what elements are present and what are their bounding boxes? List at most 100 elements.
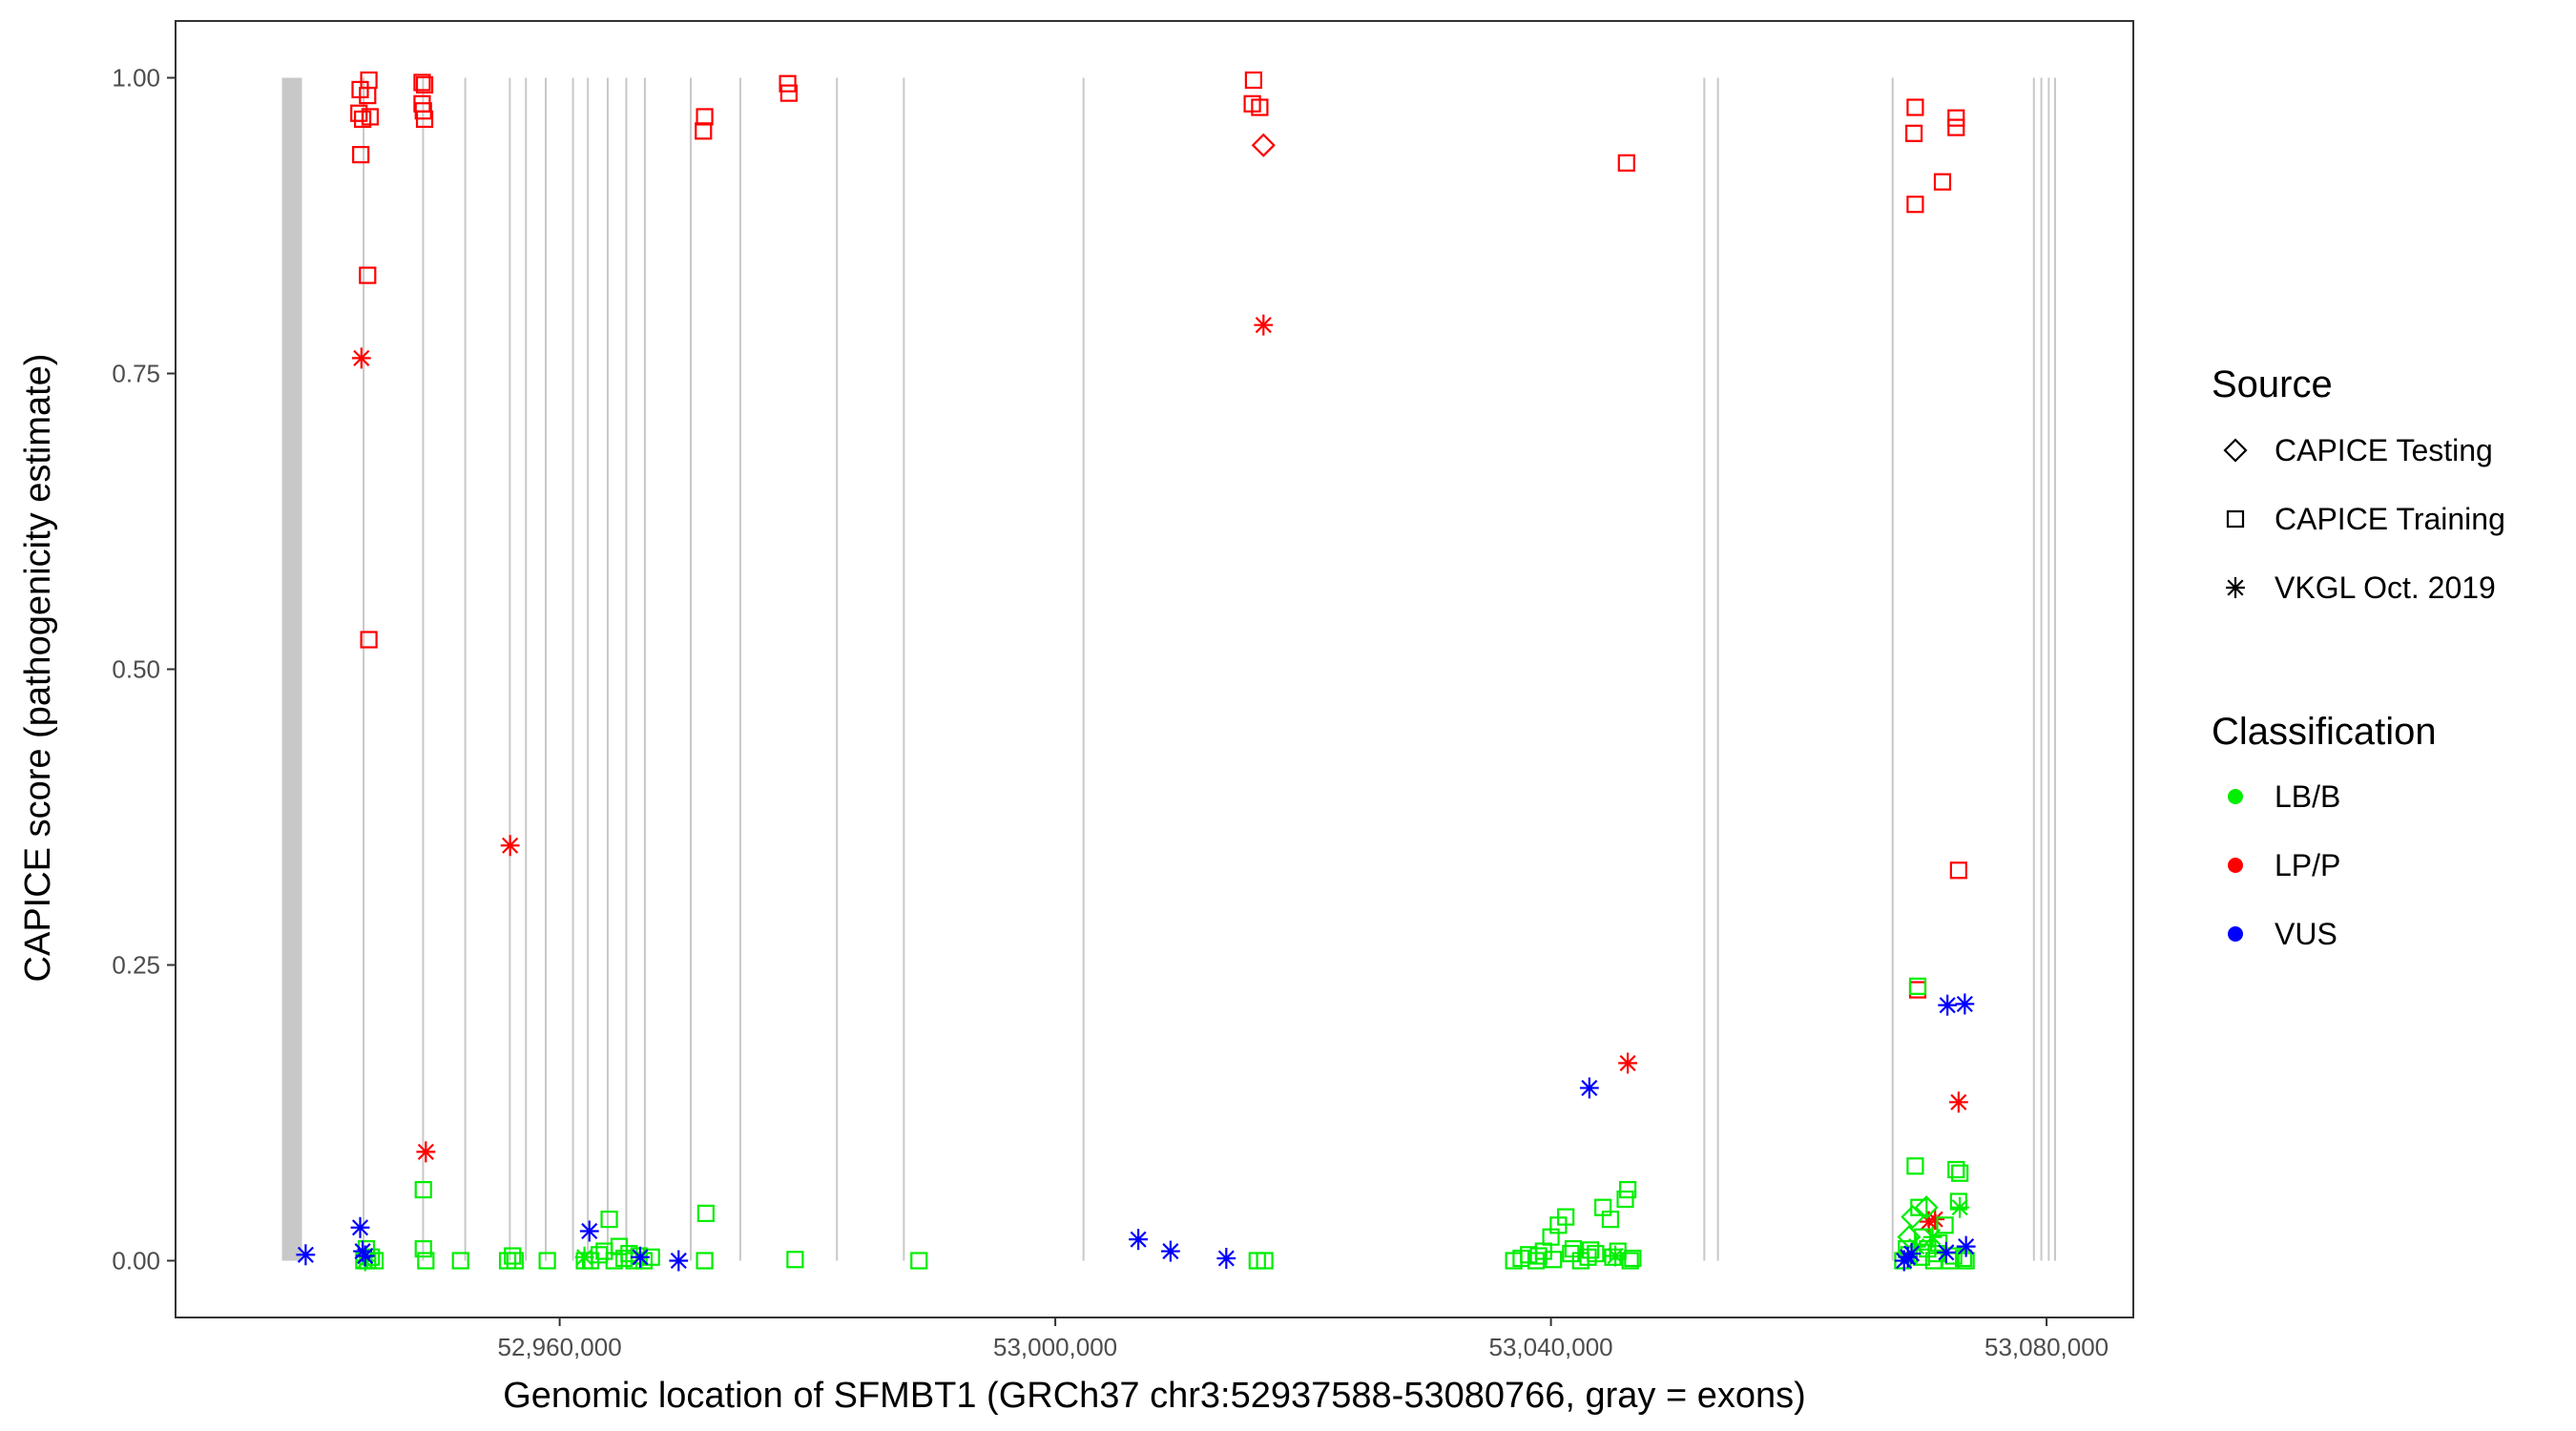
point-lp-p-capice-training bbox=[359, 87, 377, 105]
point-lp-p-capice-training bbox=[1949, 861, 1967, 880]
point-lb-b-capice-training bbox=[1621, 1252, 1639, 1270]
point-vus-vkgl-oct-2019 bbox=[1216, 1248, 1236, 1270]
exon-band bbox=[903, 77, 905, 1261]
point-lb-b-capice-training bbox=[1616, 1190, 1634, 1209]
y-tick-label: 0.00 bbox=[112, 1246, 160, 1275]
point-lp-p-capice-training bbox=[1906, 98, 1924, 116]
point-lb-b-capice-training bbox=[1557, 1208, 1575, 1226]
point-lp-p-capice-training bbox=[352, 146, 370, 164]
point-lp-p-capice-training bbox=[350, 104, 368, 122]
point-lp-p-vkgl-oct-2019 bbox=[500, 835, 520, 857]
point-lp-p-capice-training bbox=[1617, 154, 1635, 172]
exon-band bbox=[422, 77, 425, 1261]
y-tick-label: 0.75 bbox=[112, 360, 160, 388]
exon-band bbox=[2053, 77, 2057, 1261]
exon-band bbox=[587, 77, 590, 1261]
point-lp-p-capice-training bbox=[779, 84, 798, 102]
legend: Source Classification CAPICE Testing CAPI… bbox=[2212, 363, 2505, 951]
point-lb-b-capice-training bbox=[630, 1247, 648, 1265]
point-lb-b-capice-training bbox=[1587, 1244, 1605, 1263]
exon-band bbox=[1703, 77, 1706, 1261]
point-lb-b-vkgl-oct-2019 bbox=[1922, 1226, 1942, 1248]
point-lb-b-capice-training bbox=[1936, 1216, 1954, 1234]
exon-band bbox=[464, 77, 467, 1261]
exon-band bbox=[571, 77, 574, 1261]
point-lb-b-capice-training bbox=[696, 1204, 715, 1222]
point-lb-b-capice-testing bbox=[1901, 1205, 1925, 1230]
exon-band bbox=[738, 77, 741, 1261]
exon-band bbox=[625, 77, 628, 1261]
point-vus-vkgl-oct-2019 bbox=[1160, 1240, 1180, 1262]
point-lp-p-capice-training bbox=[359, 266, 377, 284]
point-lp-p-capice-training bbox=[415, 110, 434, 129]
point-vus-vkgl-oct-2019 bbox=[669, 1250, 689, 1272]
legend-source-label: CAPICE Training bbox=[2275, 502, 2505, 536]
exon-band bbox=[643, 77, 646, 1261]
point-lb-b-capice-training bbox=[1545, 1251, 1563, 1269]
exon-band bbox=[281, 77, 302, 1261]
point-lp-p-capice-training bbox=[1251, 98, 1269, 116]
y-tick-label: 1.00 bbox=[112, 64, 160, 93]
point-lb-b-capice-training bbox=[1954, 1249, 1973, 1268]
legend-key-dot-icon bbox=[2228, 858, 2243, 873]
point-lb-b-capice-training bbox=[538, 1252, 556, 1270]
point-lp-p-vkgl-oct-2019 bbox=[1618, 1052, 1638, 1074]
point-vus-vkgl-oct-2019 bbox=[355, 1245, 375, 1267]
point-vus-vkgl-oct-2019 bbox=[296, 1244, 316, 1266]
point-lp-p-capice-training bbox=[1933, 173, 1952, 191]
point-lp-p-capice-training bbox=[1947, 109, 1965, 127]
legend-key-dot-icon bbox=[2228, 789, 2243, 804]
x-tick-label: 53,040,000 bbox=[1489, 1333, 1613, 1361]
point-lp-p-vkgl-oct-2019 bbox=[351, 347, 371, 369]
point-lp-p-capice-training bbox=[360, 631, 378, 649]
legend-key-square-icon bbox=[2226, 509, 2245, 529]
point-lp-p-vkgl-oct-2019 bbox=[1254, 314, 1274, 336]
point-lb-b-capice-training bbox=[1256, 1252, 1274, 1270]
y-tick-label: 0.25 bbox=[112, 950, 160, 979]
legend-classification-label: VUS bbox=[2275, 917, 2337, 951]
point-vus-vkgl-oct-2019 bbox=[1936, 1241, 1956, 1263]
point-lb-b-capice-training bbox=[786, 1251, 804, 1269]
point-lp-p-capice-training bbox=[696, 108, 714, 126]
point-lb-b-capice-training bbox=[1604, 1248, 1622, 1266]
point-vus-vkgl-oct-2019 bbox=[631, 1246, 650, 1268]
point-lb-b-capice-training bbox=[910, 1252, 928, 1270]
point-lb-b-capice-training bbox=[1951, 1164, 1969, 1182]
legend-source-title: Source bbox=[2212, 363, 2333, 405]
point-lp-p-capice-training bbox=[1906, 196, 1924, 214]
point-lp-p-capice-training bbox=[695, 122, 713, 140]
exon-band bbox=[1716, 77, 1719, 1261]
exon-band bbox=[2040, 77, 2043, 1261]
point-lp-p-capice-training bbox=[779, 74, 797, 93]
exon-band bbox=[509, 77, 511, 1261]
y-tick-label: 0.50 bbox=[112, 655, 160, 684]
x-tick-label: 53,000,000 bbox=[993, 1333, 1117, 1361]
point-lp-p-capice-testing bbox=[1251, 133, 1276, 157]
exon-band bbox=[363, 77, 365, 1261]
point-lp-p-capice-training bbox=[361, 108, 380, 126]
point-lp-p-capice-training bbox=[1947, 118, 1965, 136]
legend-key-diamond-icon bbox=[2223, 438, 2248, 463]
point-lb-b-capice-testing bbox=[1914, 1195, 1939, 1220]
point-vus-vkgl-oct-2019 bbox=[1579, 1077, 1599, 1099]
exon-band bbox=[836, 77, 839, 1261]
point-vus-vkgl-oct-2019 bbox=[1938, 994, 1958, 1016]
point-lb-b-vkgl-oct-2019 bbox=[1606, 1245, 1626, 1267]
exon-band bbox=[525, 77, 528, 1261]
point-lp-p-capice-training bbox=[1905, 124, 1923, 142]
exon-band bbox=[1082, 77, 1085, 1261]
legend-classification-title: Classification bbox=[2212, 711, 2437, 753]
point-lp-p-vkgl-oct-2019 bbox=[1925, 1209, 1945, 1231]
point-lb-b-capice-training bbox=[1906, 1157, 1924, 1175]
point-lb-b-capice-training bbox=[600, 1210, 618, 1229]
point-lp-p-vkgl-oct-2019 bbox=[1948, 1091, 1968, 1113]
x-axis-title: Genomic location of SFMBT1 (GRCh37 chr3:… bbox=[503, 1376, 1806, 1416]
point-lb-b-capice-training bbox=[1947, 1160, 1965, 1179]
point-lb-b-capice-training bbox=[1582, 1241, 1600, 1259]
point-lb-b-vkgl-oct-2019 bbox=[574, 1246, 594, 1268]
point-lp-p-vkgl-oct-2019 bbox=[416, 1141, 436, 1163]
x-tick-label: 52,960,000 bbox=[498, 1333, 622, 1361]
exon-band bbox=[2047, 77, 2050, 1261]
point-lp-p-capice-training bbox=[413, 73, 431, 92]
